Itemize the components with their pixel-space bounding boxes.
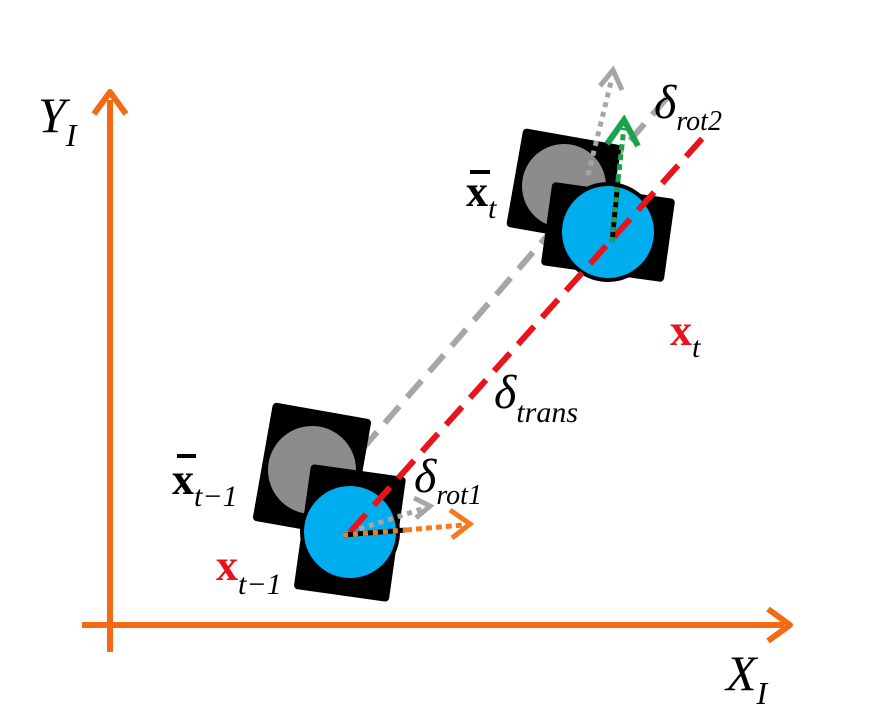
y-axis-label: YI bbox=[38, 87, 78, 153]
delta-rot1-label: δrot1 bbox=[414, 450, 482, 511]
x-axis-label: XI bbox=[724, 645, 769, 711]
heading-arrow-prev bbox=[342, 507, 475, 540]
true-curr-label: xt bbox=[670, 306, 701, 364]
odometry-heading-prev bbox=[349, 495, 435, 535]
y-axis-arrowhead bbox=[91, 89, 129, 116]
true-path-line bbox=[347, 129, 711, 535]
robot-curr bbox=[541, 182, 675, 282]
odometry-heading-curr bbox=[585, 65, 625, 176]
delta-rot2-label: δrot2 bbox=[654, 76, 722, 137]
svg-text:xt−1: xt−1 bbox=[172, 455, 238, 513]
heading-arrow-curr bbox=[604, 114, 641, 243]
x-axis-arrowhead bbox=[766, 606, 793, 644]
true-prev-label: xt−1 bbox=[216, 541, 282, 601]
svg-text:xt: xt bbox=[466, 167, 497, 225]
coordinate-axes bbox=[82, 89, 793, 652]
delta-trans-label: δtrans bbox=[494, 366, 578, 429]
odometry-curr-label: xt bbox=[466, 167, 497, 225]
odometry-prev-label: xt−1 bbox=[172, 454, 238, 513]
